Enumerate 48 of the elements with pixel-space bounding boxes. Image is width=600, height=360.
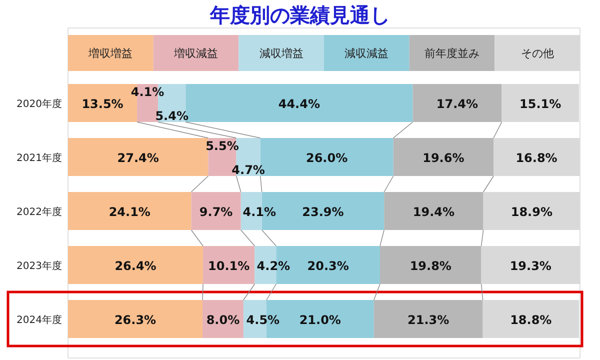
data-label: 19.8% xyxy=(410,259,452,273)
data-label: 18.8% xyxy=(510,313,552,327)
data-label: 26.4% xyxy=(114,259,156,273)
bar xyxy=(68,138,208,176)
data-label: 18.9% xyxy=(510,205,552,219)
data-label: 20.3% xyxy=(307,259,349,273)
legend: 増収増益 増収減益 減収増益 減収減益 前年度並み その他 xyxy=(68,35,580,71)
y-tick-label: 2020年度 xyxy=(16,98,62,110)
bar xyxy=(68,246,204,284)
chart-title: 年度別の業績見通し xyxy=(209,3,390,27)
data-label: 16.8% xyxy=(516,151,558,165)
y-tick-label: 2024年度 xyxy=(16,314,62,326)
data-label: 13.5% xyxy=(82,97,124,111)
data-label: 26.3% xyxy=(114,313,156,327)
data-label: 23.9% xyxy=(302,205,344,219)
data-label: 27.4% xyxy=(117,151,159,165)
bar xyxy=(191,192,241,230)
data-label: 9.7% xyxy=(199,205,233,219)
data-label: 21.3% xyxy=(408,313,450,327)
y-tick-label: 2022年度 xyxy=(16,206,62,218)
data-label: 26.0% xyxy=(306,151,348,165)
data-label: 19.3% xyxy=(510,259,552,273)
data-label: 4.5% xyxy=(246,313,280,327)
data-label: 8.0% xyxy=(206,313,240,327)
data-label: 5.5% xyxy=(206,139,239,153)
bar xyxy=(384,192,484,230)
data-label: 44.4% xyxy=(278,97,320,111)
bar xyxy=(412,84,502,122)
data-label: 10.1% xyxy=(208,259,250,273)
data-label: 4.2% xyxy=(256,259,290,273)
data-label: 19.6% xyxy=(422,151,464,165)
bar xyxy=(203,246,255,284)
y-tick-label: 2021年度 xyxy=(16,152,62,164)
data-label: 5.4% xyxy=(155,109,188,123)
data-label: 4.7% xyxy=(232,163,265,177)
bar xyxy=(374,300,483,338)
y-tick-label: 2023年度 xyxy=(16,260,62,272)
data-label: 4.1% xyxy=(242,205,276,219)
bar xyxy=(380,246,482,284)
data-label: 4.1% xyxy=(130,85,164,99)
data-label: 19.4% xyxy=(412,205,455,219)
bar xyxy=(68,300,203,338)
data-label: 17.4% xyxy=(436,97,478,111)
data-label: 15.1% xyxy=(520,97,562,111)
bar xyxy=(393,138,494,176)
bar xyxy=(68,192,192,230)
data-label: 21.0% xyxy=(299,313,341,327)
data-label: 24.1% xyxy=(108,205,150,219)
